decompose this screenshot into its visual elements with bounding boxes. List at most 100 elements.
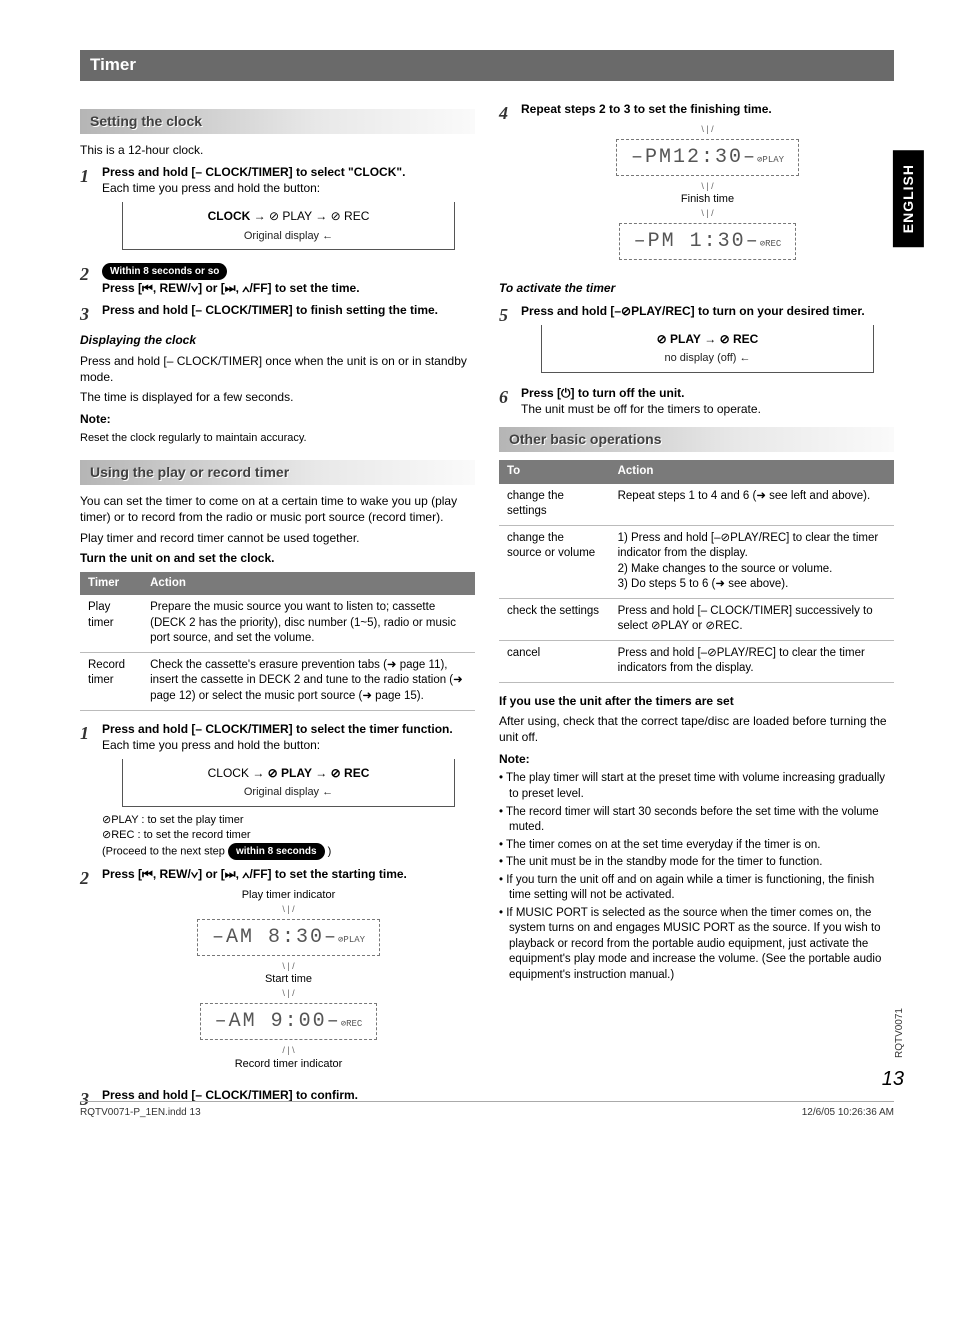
cycle-diagram: CLOCK → ⊘ PLAY → ⊘ REC Original display … bbox=[122, 759, 455, 807]
note-item: The record timer will start 30 seconds b… bbox=[499, 805, 894, 836]
step-text: Press and hold [– CLOCK/TIMER] to select… bbox=[102, 722, 453, 736]
activate-hdr: To activate the timer bbox=[499, 280, 894, 296]
step-text: Press [⏮, REW/∨] or [⏭, ∧/FF] to set the… bbox=[102, 867, 407, 881]
cell: change the source or volume bbox=[499, 525, 610, 598]
page-number: 13 bbox=[882, 1066, 904, 1093]
timer-step-6: 6 Press [⏻] to turn off the unit. The un… bbox=[499, 385, 894, 417]
lcd-caption-mid: Start time bbox=[102, 972, 475, 987]
section-using-timer: Using the play or record timer bbox=[80, 460, 475, 485]
section-other-ops: Other basic operations bbox=[499, 427, 894, 452]
clock-intro: This is a 12-hour clock. bbox=[80, 142, 475, 158]
timer-action-table: Timer Action Play timer Prepare the musi… bbox=[80, 572, 475, 711]
lcd-display: –PM12:30–⊘PLAY bbox=[616, 139, 799, 176]
cell: Record timer bbox=[80, 652, 142, 710]
cycle-caption: no display (off) bbox=[664, 352, 736, 364]
table-row: change the source or volume 1) Press and… bbox=[499, 525, 894, 598]
left-column: Setting the clock This is a 12-hour cloc… bbox=[80, 95, 475, 1118]
table-row: Record timer Check the cassette's erasur… bbox=[80, 652, 475, 710]
step-number: 4 bbox=[499, 101, 521, 125]
cycle-caption: Original display bbox=[244, 786, 319, 798]
th-action: Action bbox=[610, 460, 894, 484]
cell: Repeat steps 1 to 4 and 6 (➜ see left an… bbox=[610, 484, 894, 526]
note-item: The unit must be in the standby mode for… bbox=[499, 855, 894, 871]
proceed-tail: ) bbox=[328, 845, 332, 857]
step-number: 2 bbox=[80, 866, 102, 890]
lcd-caption-top: Play timer indicator bbox=[102, 888, 475, 903]
page-footer: RQTV0071-P_1EN.indd 13 12/6/05 10:26:36 … bbox=[80, 1101, 894, 1120]
lcd-display: –AM 9:00–⊘REC bbox=[200, 1003, 378, 1040]
timer-step-5: 5 Press and hold [–⊘PLAY/REC] to turn on… bbox=[499, 303, 894, 379]
language-tab: ENGLISH bbox=[893, 150, 924, 247]
step-text: Press and hold [– CLOCK/TIMER] to select… bbox=[102, 165, 405, 179]
step-text: Press [⏻] to turn off the unit. bbox=[521, 386, 684, 400]
table-row: change the settings Repeat steps 1 to 4 … bbox=[499, 484, 894, 526]
clock-step-3: 3 Press and hold [– CLOCK/TIMER] to fini… bbox=[80, 302, 475, 326]
step-number: 3 bbox=[80, 302, 102, 326]
after-body: After using, check that the correct tape… bbox=[499, 713, 894, 745]
note-header: Note: bbox=[499, 751, 894, 767]
clock-step-2: 2 Within 8 seconds or so Press [⏮, REW/∨… bbox=[80, 262, 475, 296]
table-row: cancel Press and hold [–⊘PLAY/REC] to cl… bbox=[499, 640, 894, 682]
displaying-clock-hdr: Displaying the clock bbox=[80, 332, 475, 348]
after-hdr: If you use the unit after the timers are… bbox=[499, 693, 894, 709]
note-item: If MUSIC PORT is selected as the source … bbox=[499, 906, 894, 984]
step-number: 5 bbox=[499, 303, 521, 327]
step-number: 1 bbox=[80, 721, 102, 745]
timer-step-1: 1 Press and hold [– CLOCK/TIMER] to sele… bbox=[80, 721, 475, 861]
cell: Play timer bbox=[80, 595, 142, 652]
th-timer: Timer bbox=[80, 572, 142, 596]
cycle-opt: ⊘ REC bbox=[331, 766, 370, 780]
step-text: Press and hold [– CLOCK/TIMER] to finish… bbox=[102, 303, 438, 317]
cell: Check the cassette's erasure prevention … bbox=[142, 652, 475, 710]
footer-right: 12/6/05 10:26:36 AM bbox=[802, 1106, 894, 1120]
step-number: 1 bbox=[80, 164, 102, 188]
table-row: check the settings Press and hold [– CLO… bbox=[499, 598, 894, 640]
cell: Press and hold [–⊘PLAY/REC] to clear the… bbox=[610, 640, 894, 682]
cell: check the settings bbox=[499, 598, 610, 640]
cycle-opt: ⊘ REC bbox=[331, 209, 370, 223]
cycle-caption: Original display ← bbox=[133, 229, 444, 244]
step-number: 6 bbox=[499, 385, 521, 409]
cycle-diagram: CLOCK → ⊘ PLAY → ⊘ REC Original display … bbox=[122, 202, 455, 250]
lcd-display: –PM 1:30–⊘REC bbox=[619, 223, 797, 260]
displaying-clock-body2: The time is displayed for a few seconds. bbox=[80, 389, 475, 405]
section-setting-clock: Setting the clock bbox=[80, 109, 475, 134]
note-item: If you turn the unit off and on again wh… bbox=[499, 873, 894, 904]
cycle-opt: CLOCK bbox=[208, 209, 251, 223]
table-row: Play timer Prepare the music source you … bbox=[80, 595, 475, 652]
timer-p2: Play timer and record timer cannot be us… bbox=[80, 530, 475, 546]
notes-list: The play timer will start at the preset … bbox=[499, 771, 894, 983]
timer-step-2: 2 Press [⏮, REW/∨] or [⏭, ∧/FF] to set t… bbox=[80, 866, 475, 1081]
timer-step-4: 4 Repeat steps 2 to 3 to set the finishi… bbox=[499, 101, 894, 274]
desc-play: ⊘PLAY : to set the play timer bbox=[102, 813, 475, 828]
cell: Press and hold [– CLOCK/TIMER] successiv… bbox=[610, 598, 894, 640]
other-ops-table: To Action change the settings Repeat ste… bbox=[499, 460, 894, 683]
page-title-bar: Timer bbox=[80, 50, 894, 81]
cycle-opt: ⊘ PLAY bbox=[268, 766, 312, 780]
timing-pill: within 8 seconds bbox=[228, 843, 325, 861]
right-column: 4 Repeat steps 2 to 3 to set the finishi… bbox=[499, 95, 894, 1118]
lcd-display: –AM 8:30–⊘PLAY bbox=[197, 919, 380, 956]
cycle-opt: CLOCK bbox=[208, 766, 249, 780]
lcd-caption-mid: Finish time bbox=[521, 192, 894, 207]
content-columns: Setting the clock This is a 12-hour cloc… bbox=[80, 95, 894, 1118]
note-header: Note: bbox=[80, 411, 475, 427]
step-text: Press and hold [–⊘PLAY/REC] to turn on y… bbox=[521, 304, 865, 318]
cycle-opt: ⊘ REC bbox=[720, 332, 759, 346]
cell: cancel bbox=[499, 640, 610, 682]
desc-rec: ⊘REC : to set the record timer bbox=[102, 828, 475, 843]
step-subtext: Each time you press and hold the button: bbox=[102, 181, 320, 195]
cell: Prepare the music source you want to lis… bbox=[142, 595, 475, 652]
timer-p3: Turn the unit on and set the clock. bbox=[80, 550, 475, 566]
cell: change the settings bbox=[499, 484, 610, 526]
cycle-diagram: ⊘ PLAY → ⊘ REC no display (off) ← bbox=[541, 325, 874, 373]
doc-code: RQTV0071 bbox=[893, 1008, 907, 1058]
displaying-clock-body: Press and hold [– CLOCK/TIMER] once when… bbox=[80, 353, 475, 385]
cycle-opt: ⊘ PLAY bbox=[269, 209, 312, 223]
step-text: Press [⏮, REW/∨] or [⏭, ∧/FF] to set the… bbox=[102, 281, 360, 295]
note-item: The play timer will start at the preset … bbox=[499, 771, 894, 802]
step-subtext: The unit must be off for the timers to o… bbox=[521, 402, 761, 416]
cell: 1) Press and hold [–⊘PLAY/REC] to clear … bbox=[610, 525, 894, 598]
proceed-text: (Proceed to the next step bbox=[102, 845, 228, 857]
step-number: 2 bbox=[80, 262, 102, 286]
